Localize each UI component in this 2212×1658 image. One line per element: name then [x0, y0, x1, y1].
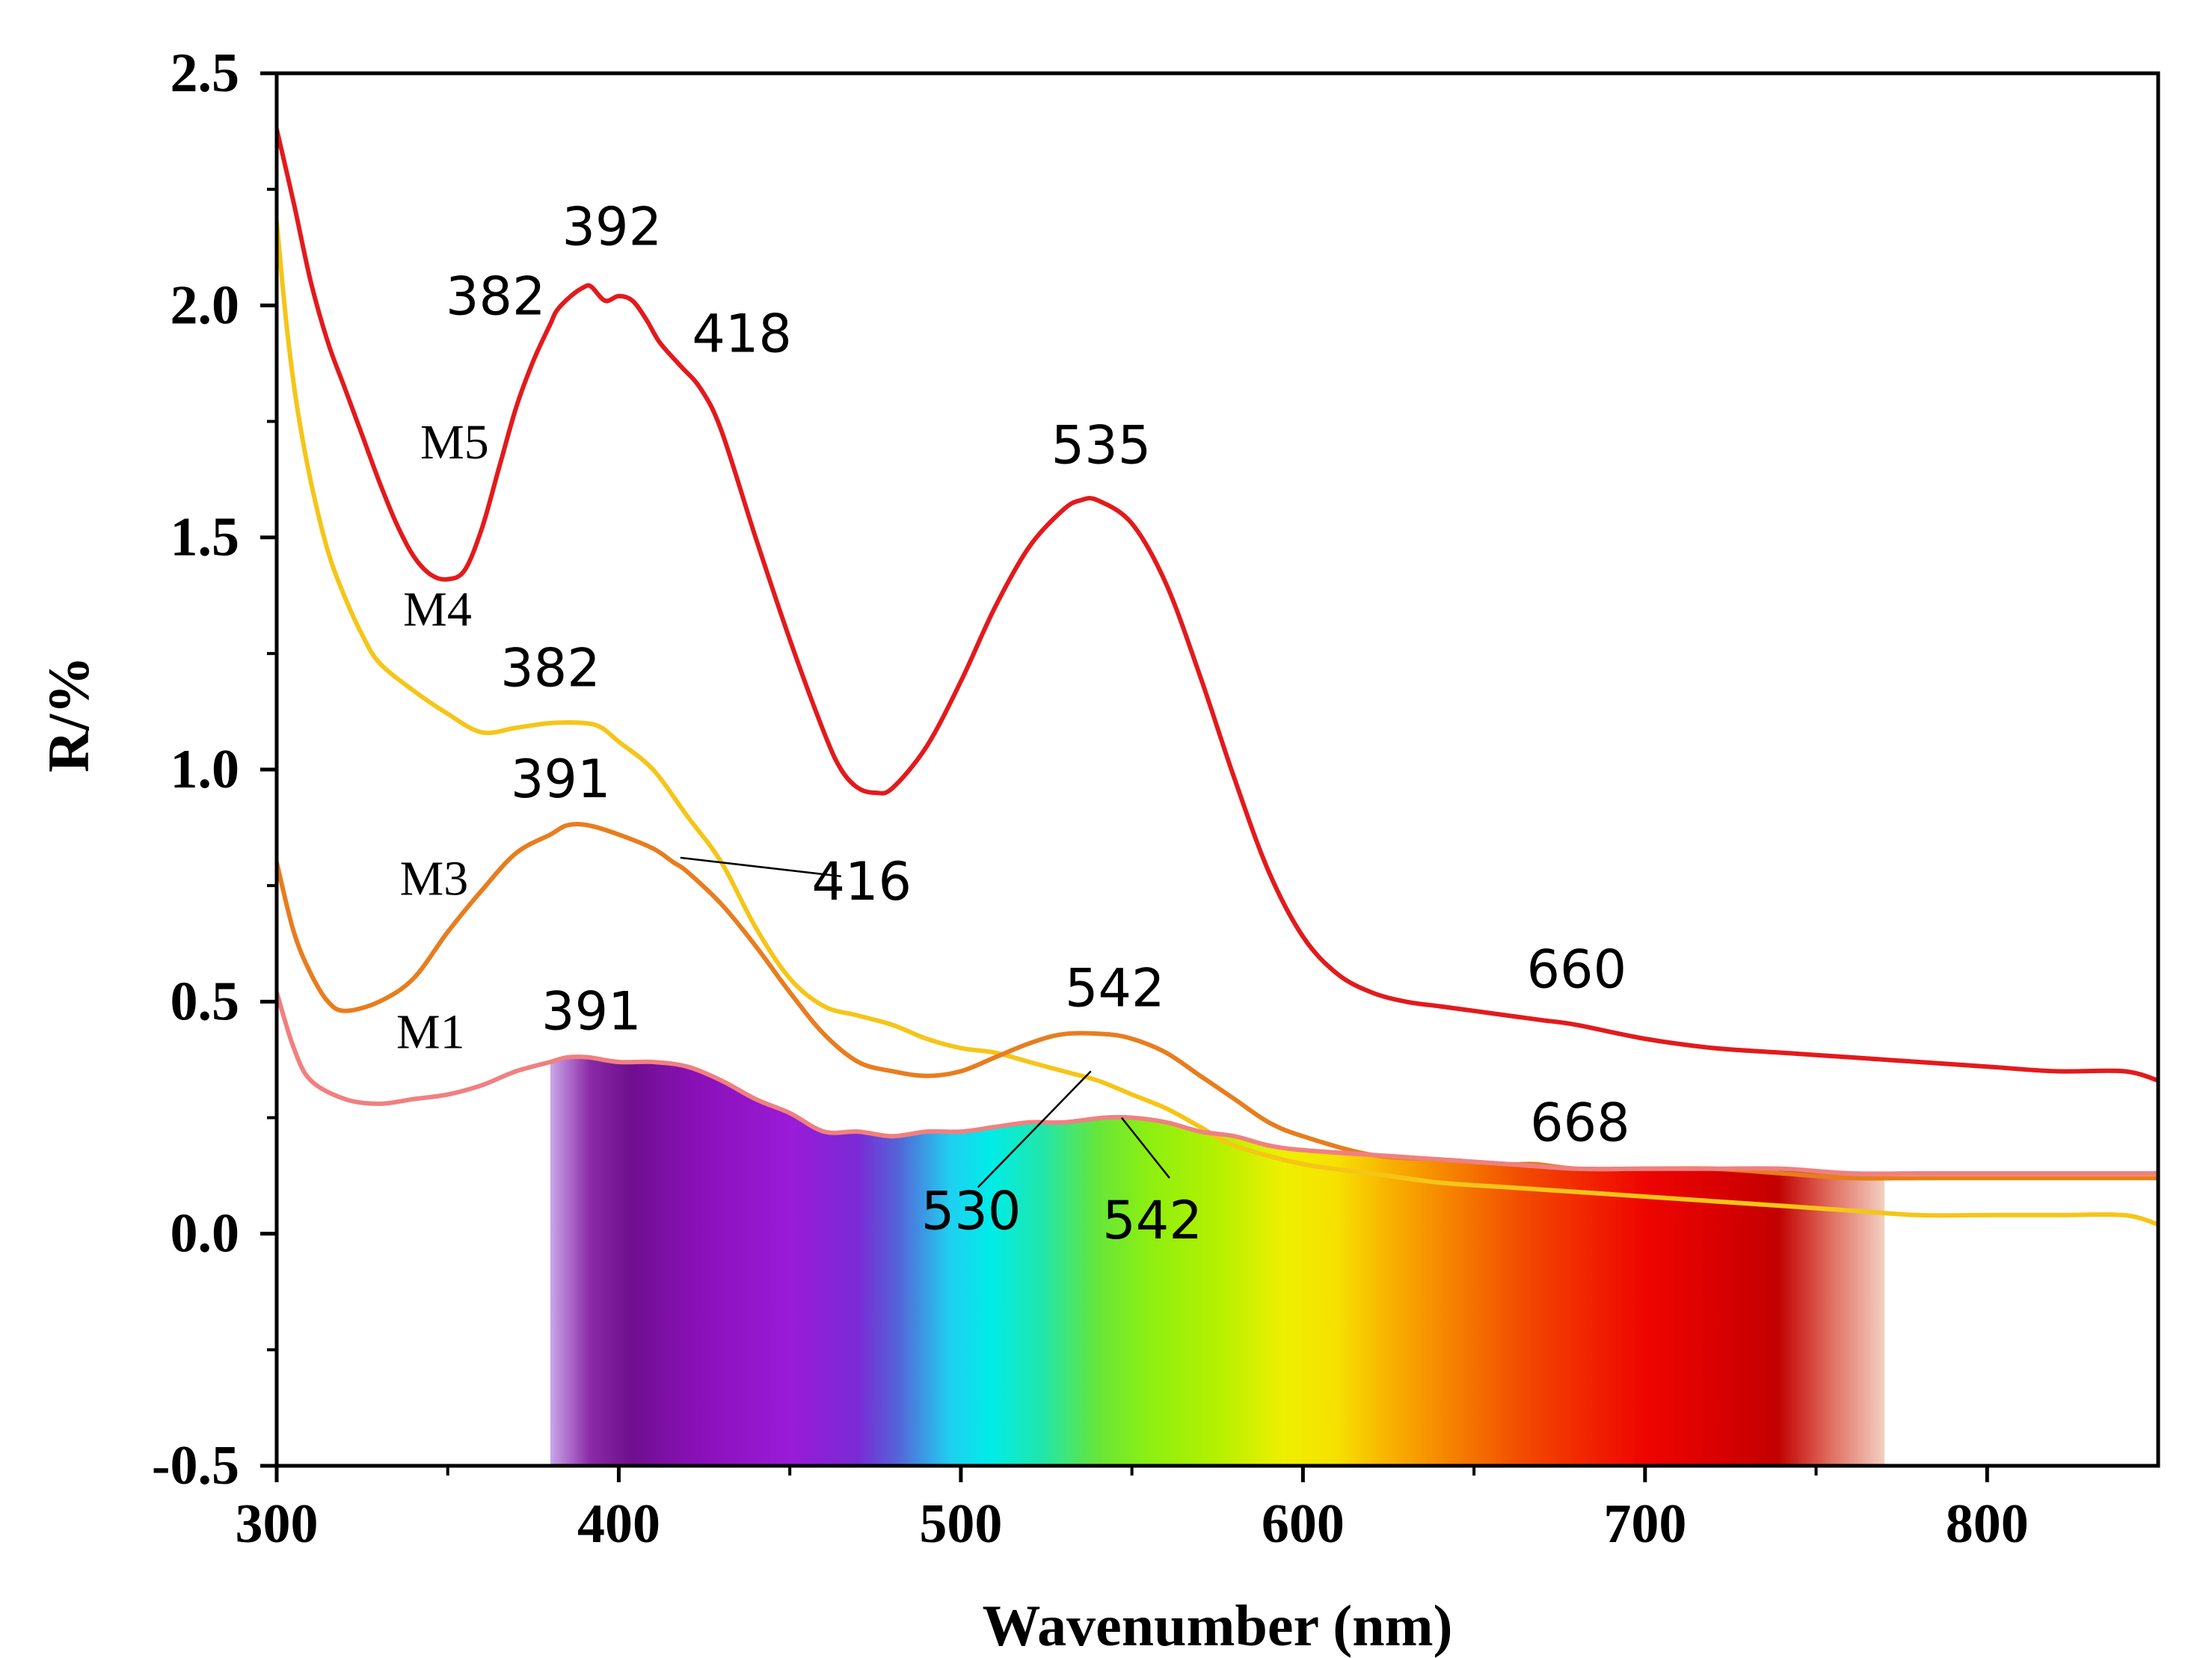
series-label-m1: M1	[396, 1004, 465, 1059]
leader-line-3	[1120, 1117, 1170, 1179]
series-line-m4	[277, 221, 2159, 1227]
series-label-m4: M4	[403, 583, 472, 637]
leader-line-1	[680, 856, 841, 877]
peak-label-3: 418	[692, 303, 792, 364]
x-tick-label-400: 400	[577, 1493, 660, 1555]
y-tick-label-0: -0.5	[152, 1435, 239, 1496]
y-tick-label-3: 1.0	[170, 739, 240, 800]
series-label-m5: M5	[420, 415, 489, 470]
peak-label-2: 382	[446, 266, 546, 328]
x-axis-title: Wavenumber (nm)	[982, 1593, 1452, 1658]
y-tick-label-4: 1.5	[170, 507, 240, 568]
peak-label-10: 660	[1527, 939, 1627, 1001]
x-tick-label-300: 300	[236, 1493, 319, 1555]
x-tick-label-500: 500	[919, 1493, 1002, 1555]
y-axis-title: R/%	[36, 656, 101, 773]
x-tick-label-600: 600	[1262, 1493, 1345, 1555]
annotation-labels-layer: M5 M4 M3 M1 392 382 418 535 382 391 416 542 391 660 66…	[396, 197, 1630, 1251]
y-tick-label-2: 0.5	[170, 971, 240, 1032]
leader-lines-layer	[680, 856, 1170, 1188]
series-line-m1	[277, 992, 2158, 1176]
data-series-layer	[277, 128, 2159, 1227]
peak-label-13: 542	[1102, 1190, 1202, 1251]
x-tick-label-800: 800	[1946, 1493, 2029, 1555]
visible-spectrum-band	[550, 1057, 1885, 1466]
peak-label-7: 416	[811, 851, 912, 912]
y-tick-label-1: 0.0	[170, 1203, 240, 1265]
series-line-m5	[277, 128, 2159, 1083]
x-tick-label-700: 700	[1603, 1493, 1686, 1555]
peak-label-12: 530	[921, 1180, 1021, 1241]
axis-ticks-layer: 300 400 500 600 700 800 -0.5 0.0 0.5 1.0 1.5 2.0 2.5	[152, 43, 2029, 1555]
y-tick-label-5: 2.0	[170, 274, 240, 336]
peak-label-1: 392	[562, 197, 663, 258]
peak-label-8: 542	[1065, 958, 1165, 1019]
peak-label-11: 668	[1530, 1093, 1630, 1154]
y-tick-label-6: 2.5	[170, 43, 240, 104]
leader-line-2	[977, 1070, 1092, 1188]
series-label-m3: M3	[400, 852, 469, 906]
peak-label-4: 535	[1051, 414, 1152, 476]
peak-label-9: 391	[541, 981, 642, 1043]
peak-label-5: 382	[500, 637, 600, 698]
peak-label-6: 391	[511, 749, 611, 810]
